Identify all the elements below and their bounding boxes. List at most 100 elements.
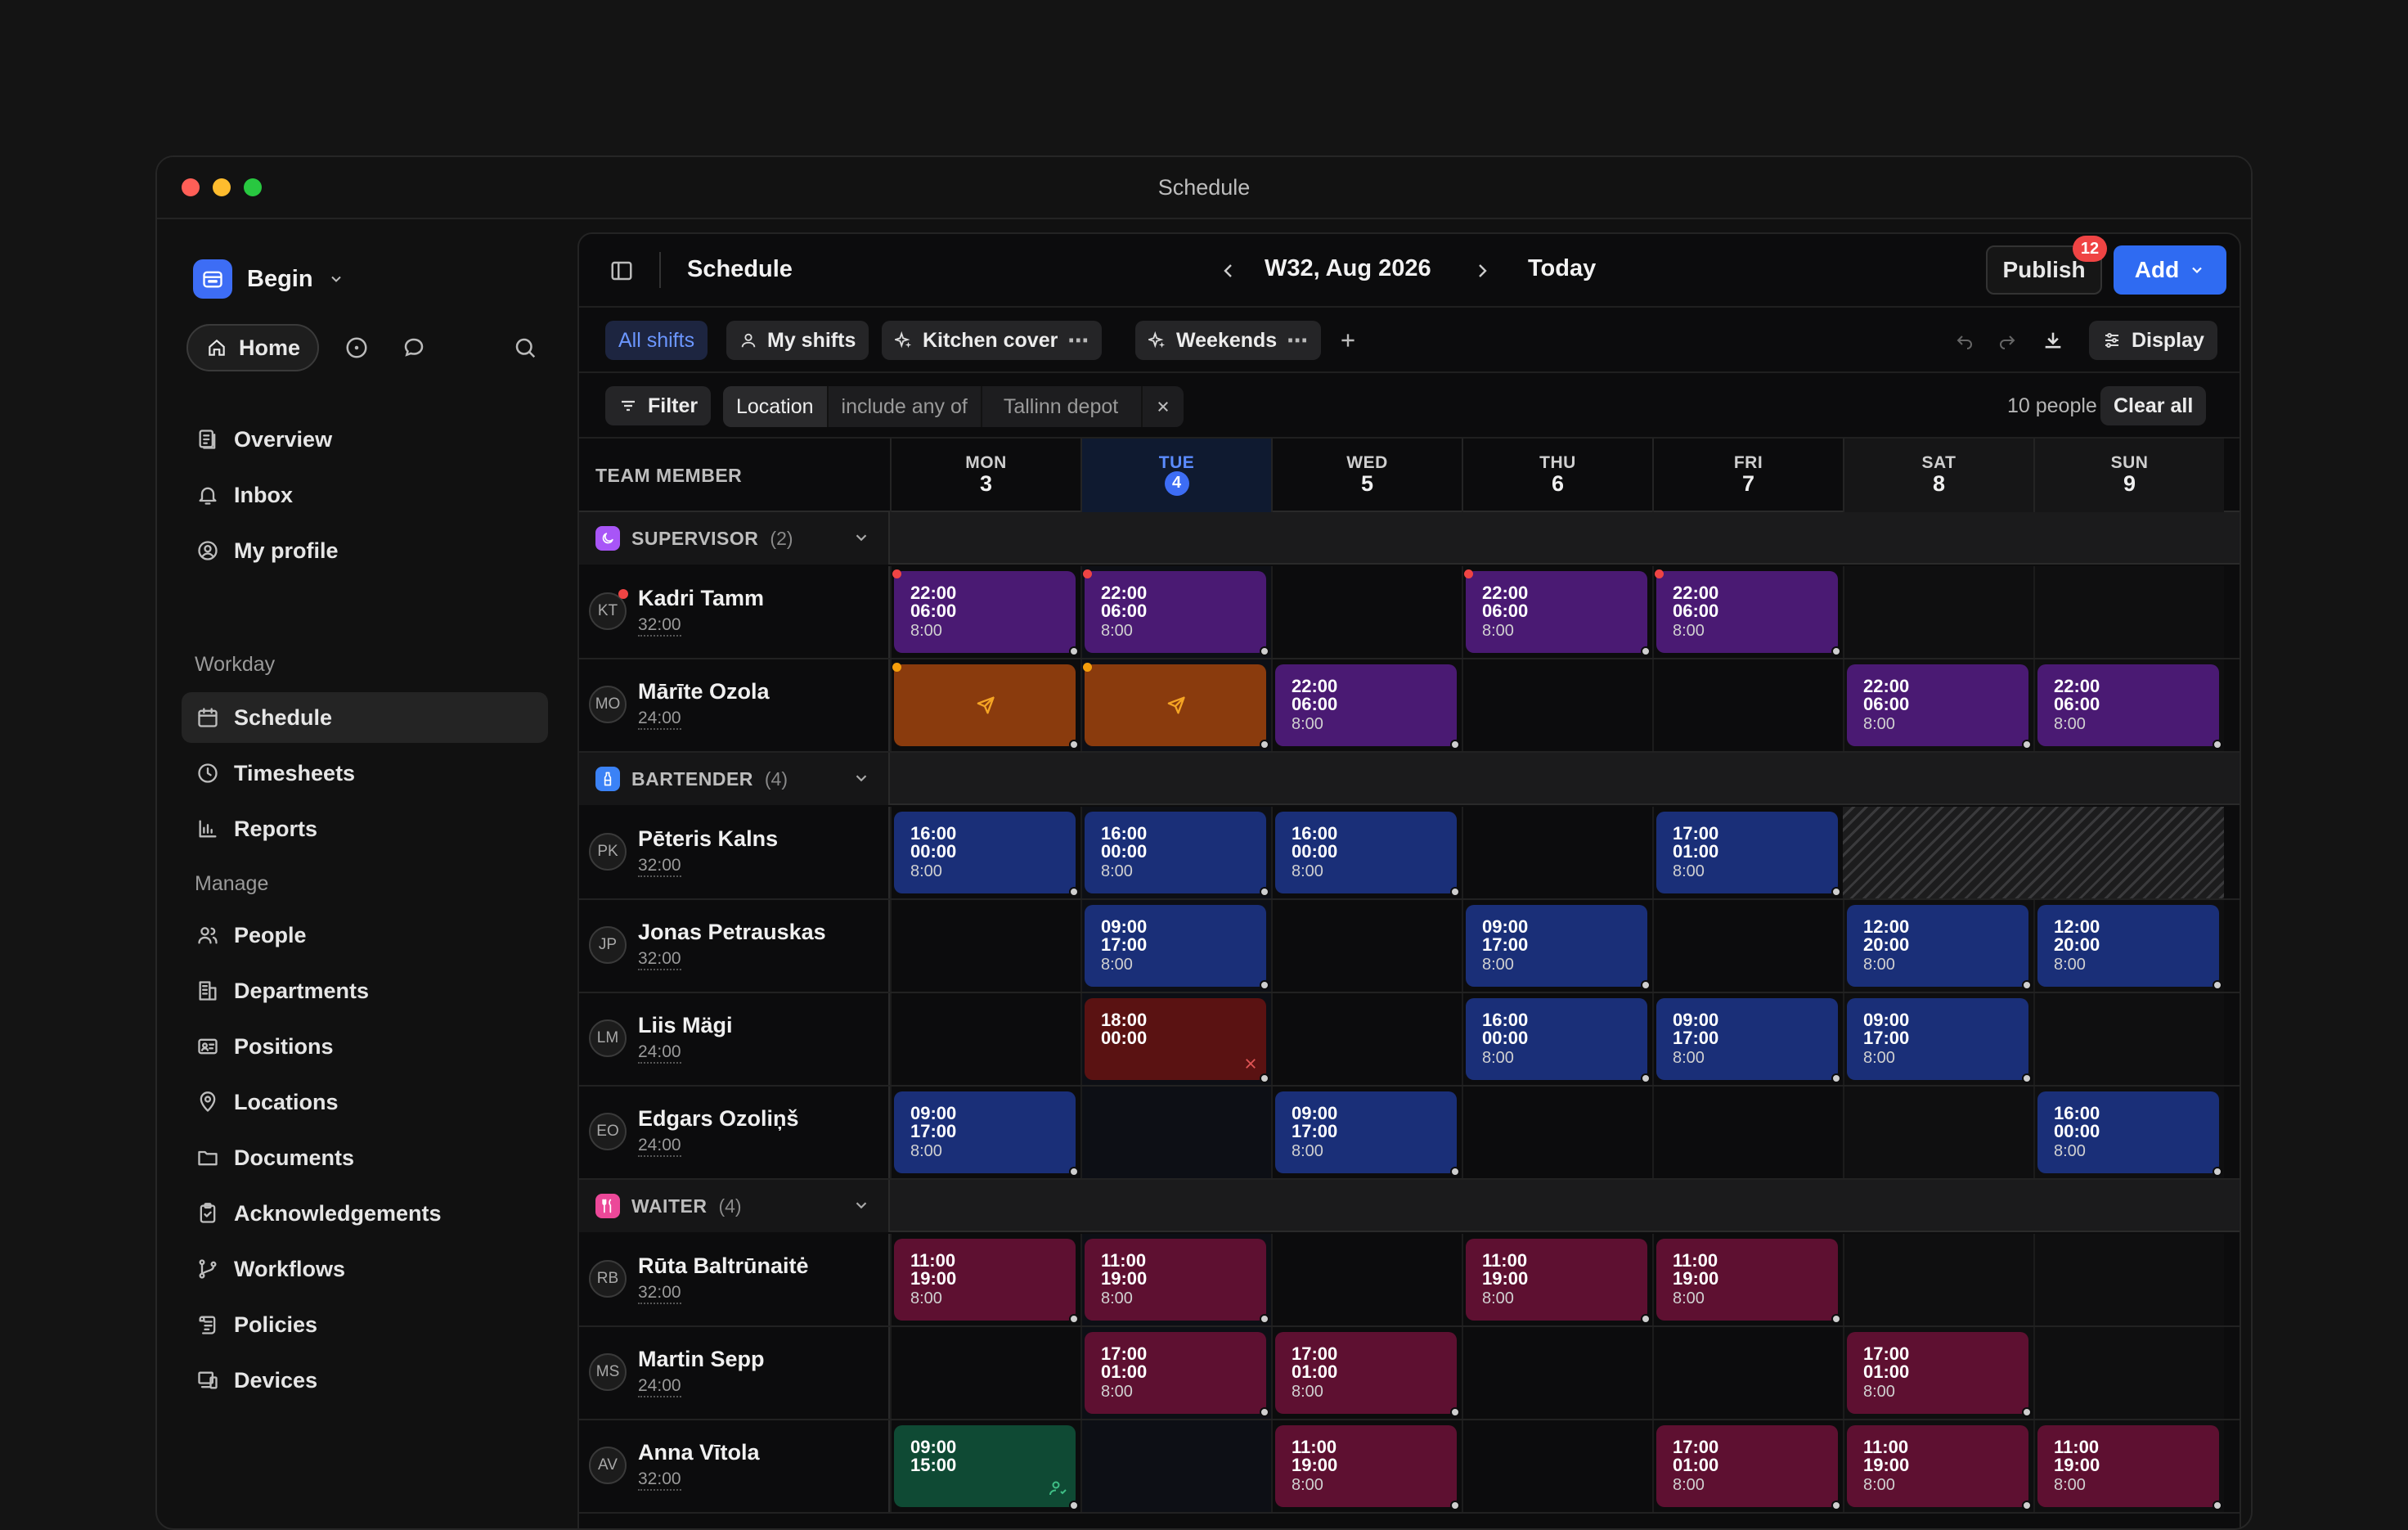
redo-button[interactable] bbox=[1989, 322, 2025, 358]
shift-block-leave[interactable] bbox=[892, 663, 1079, 749]
shift-block-waiter[interactable]: 11:00 19:00 8:00 bbox=[2037, 1425, 2222, 1510]
toggle-sidebar-button[interactable] bbox=[604, 253, 640, 289]
resize-handle[interactable] bbox=[1069, 1501, 1079, 1510]
day-header-sat[interactable]: SAT 8 bbox=[1843, 439, 2033, 512]
day-cell[interactable] bbox=[1462, 900, 1652, 992]
day-cell[interactable] bbox=[890, 1327, 1080, 1419]
shift-block-waiter[interactable]: 11:00 19:00 8:00 bbox=[1656, 1239, 1841, 1324]
day-cell[interactable] bbox=[890, 1234, 1080, 1325]
day-cell[interactable] bbox=[1462, 807, 1652, 898]
shift-block-bartender[interactable]: 12:00 20:00 8:00 bbox=[2037, 905, 2222, 990]
sidebar-item-departments[interactable]: Departments bbox=[182, 965, 548, 1016]
day-header-sun[interactable]: SUN 9 bbox=[2033, 439, 2224, 512]
download-button[interactable] bbox=[2035, 322, 2071, 358]
day-cell[interactable] bbox=[1080, 1087, 1271, 1178]
day-cell[interactable] bbox=[1652, 1087, 1843, 1178]
day-cell[interactable] bbox=[1652, 1234, 1843, 1325]
day-header-tue[interactable]: TUE 4 bbox=[1080, 439, 1271, 512]
more-options-icon[interactable]: ⋯ bbox=[1067, 327, 1089, 353]
shift-block-supervisor[interactable]: 22:00 06:00 8:00 bbox=[1464, 569, 1651, 656]
close-window-button[interactable] bbox=[182, 178, 200, 196]
day-cell[interactable] bbox=[1271, 566, 1462, 658]
day-cell[interactable] bbox=[1843, 1087, 2033, 1178]
resize-handle[interactable] bbox=[1450, 1407, 1460, 1417]
info-button[interactable] bbox=[339, 330, 375, 366]
team-member-cell[interactable]: EO Edgars Ozoliņš 24:00 bbox=[579, 1087, 890, 1178]
resize-handle[interactable] bbox=[1831, 646, 1841, 656]
sidebar-item-policies[interactable]: Policies bbox=[182, 1299, 548, 1350]
resize-handle[interactable] bbox=[1831, 1314, 1841, 1324]
resize-handle[interactable] bbox=[2022, 1501, 2032, 1510]
day-cell[interactable] bbox=[890, 993, 1080, 1085]
resize-handle[interactable] bbox=[1450, 1501, 1460, 1510]
day-header-wed[interactable]: WED 5 bbox=[1271, 439, 1462, 512]
resize-handle[interactable] bbox=[1069, 887, 1079, 897]
day-cell[interactable] bbox=[1462, 1087, 1652, 1178]
shift-block-bartender[interactable]: 16:00 00:00 8:00 bbox=[2037, 1091, 2222, 1177]
resize-handle[interactable] bbox=[1069, 646, 1079, 656]
display-button[interactable]: Display bbox=[2089, 321, 2217, 360]
shift-block-waiter[interactable]: 17:00 01:00 8:00 bbox=[1275, 1332, 1460, 1417]
team-member-cell[interactable]: MO Mārīte Ozola 24:00 bbox=[579, 659, 890, 751]
shift-block-bartender[interactable]: 17:00 01:00 8:00 bbox=[1656, 812, 1841, 897]
add-view-button[interactable] bbox=[1330, 322, 1366, 358]
resize-handle[interactable] bbox=[1260, 740, 1269, 749]
shift-block-bartender[interactable]: 09:00 17:00 8:00 bbox=[1085, 905, 1269, 990]
resize-handle[interactable] bbox=[1831, 1501, 1841, 1510]
day-cell[interactable] bbox=[2033, 566, 2224, 658]
team-member-cell[interactable]: MS Martin Sepp 24:00 bbox=[579, 1327, 890, 1419]
tab-my-shifts[interactable]: My shifts bbox=[726, 321, 869, 360]
day-cell[interactable] bbox=[890, 900, 1080, 992]
day-header-fri[interactable]: FRI 7 bbox=[1652, 439, 1843, 512]
shift-block-declined[interactable]: 18:00 00:00 bbox=[1085, 998, 1269, 1083]
shift-block-bartender[interactable]: 16:00 00:00 8:00 bbox=[894, 812, 1079, 897]
team-member-cell[interactable]: LM Liis Mägi 24:00 bbox=[579, 993, 890, 1085]
day-header-mon[interactable]: MON 3 bbox=[890, 439, 1080, 512]
day-cell[interactable] bbox=[1652, 993, 1843, 1085]
shift-block-supervisor[interactable]: 22:00 06:00 8:00 bbox=[1083, 569, 1269, 656]
day-cell[interactable] bbox=[890, 1420, 1080, 1512]
day-cell[interactable] bbox=[1271, 993, 1462, 1085]
filter-button[interactable]: Filter bbox=[605, 386, 712, 425]
day-cell[interactable] bbox=[1462, 1327, 1652, 1419]
shift-block-waiter[interactable]: 11:00 19:00 8:00 bbox=[1847, 1425, 2032, 1510]
resize-handle[interactable] bbox=[1260, 887, 1269, 897]
shift-block-waiter[interactable]: 11:00 19:00 8:00 bbox=[894, 1239, 1079, 1324]
shift-block-leave[interactable] bbox=[1083, 663, 1269, 749]
team-member-cell[interactable]: AV Anna Vītola 32:00 bbox=[579, 1420, 890, 1512]
sidebar-item-acknowledgements[interactable]: Acknowledgements bbox=[182, 1188, 548, 1239]
resize-handle[interactable] bbox=[1260, 1073, 1269, 1083]
day-cell[interactable] bbox=[890, 1087, 1080, 1178]
resize-handle[interactable] bbox=[1069, 1314, 1079, 1324]
resize-handle[interactable] bbox=[2213, 1501, 2222, 1510]
day-cell[interactable] bbox=[2033, 1327, 2224, 1419]
shift-block-waiter[interactable]: 11:00 19:00 8:00 bbox=[1275, 1425, 1460, 1510]
resize-handle[interactable] bbox=[1260, 980, 1269, 990]
collapse-group-button[interactable] bbox=[852, 1196, 870, 1218]
team-member-cell[interactable]: RB Rūta Baltrūnaitė 32:00 bbox=[579, 1234, 890, 1325]
shift-block-bartender[interactable]: 16:00 00:00 8:00 bbox=[1466, 998, 1651, 1083]
team-member-cell[interactable]: JP Jonas Petrauskas 32:00 bbox=[579, 900, 890, 992]
sidebar-item-workflows[interactable]: Workflows bbox=[182, 1244, 548, 1294]
shift-block-bartender[interactable]: 12:00 20:00 8:00 bbox=[1847, 905, 2032, 990]
day-cell[interactable] bbox=[890, 659, 1080, 751]
sidebar-item-people[interactable]: People bbox=[182, 910, 548, 961]
collapse-group-button[interactable] bbox=[852, 529, 870, 551]
sidebar-item-locations[interactable]: Locations bbox=[182, 1077, 548, 1127]
day-cell[interactable] bbox=[1462, 1420, 1652, 1512]
sidebar-item-documents[interactable]: Documents bbox=[182, 1132, 548, 1183]
sidebar-item-positions[interactable]: Positions bbox=[182, 1021, 548, 1072]
resize-handle[interactable] bbox=[1260, 646, 1269, 656]
shift-block-supervisor[interactable]: 22:00 06:00 8:00 bbox=[1847, 664, 2032, 749]
resize-handle[interactable] bbox=[1831, 1073, 1841, 1083]
day-cell[interactable] bbox=[1652, 566, 1843, 658]
today-button[interactable]: Today bbox=[1528, 255, 1597, 281]
resize-handle[interactable] bbox=[1069, 740, 1079, 749]
day-cell[interactable] bbox=[2033, 1234, 2224, 1325]
day-cell[interactable] bbox=[1271, 1087, 1462, 1178]
day-cell[interactable] bbox=[1652, 1420, 1843, 1512]
resize-handle[interactable] bbox=[1450, 740, 1460, 749]
tab-kitchen-cover[interactable]: Kitchen cover ⋯ bbox=[882, 321, 1103, 360]
week-label[interactable]: W32, Aug 2026 bbox=[1265, 255, 1431, 281]
day-cell[interactable] bbox=[1462, 566, 1652, 658]
